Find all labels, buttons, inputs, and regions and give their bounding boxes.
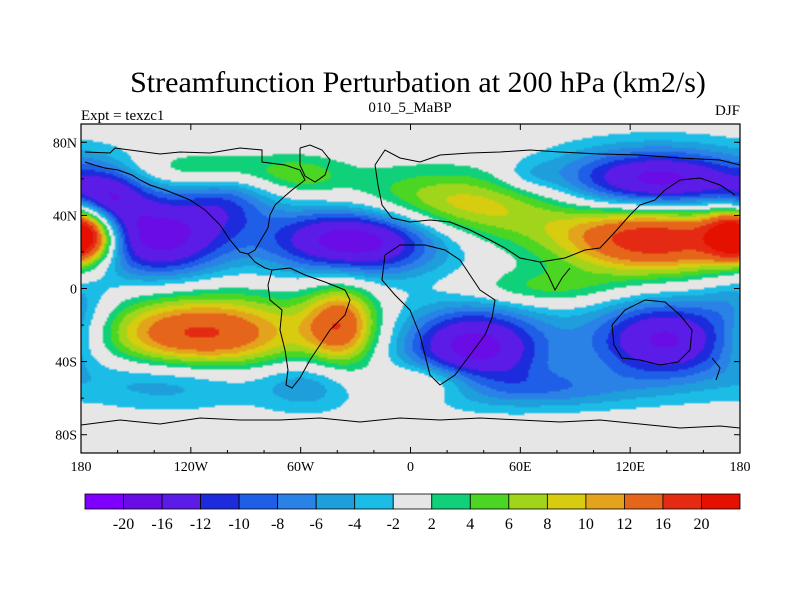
colorbar-tick-label: -16 xyxy=(151,516,172,533)
coastline-north-america xyxy=(84,147,306,255)
colorbar-swatch xyxy=(624,493,664,510)
coastline-india xyxy=(539,261,571,292)
left-label: Expt = texzc1 xyxy=(81,108,164,124)
streamfunction-field xyxy=(81,124,740,453)
coastline-south-america xyxy=(267,267,351,389)
coastline-central-america xyxy=(247,253,273,271)
colorbar-tick-label: 6 xyxy=(505,516,513,533)
colorbar-tick-label: -6 xyxy=(310,516,323,533)
y-tick-label: 40S xyxy=(55,356,77,371)
right-label: DJF xyxy=(715,103,740,119)
x-tick-label: 180 xyxy=(71,460,92,475)
colorbar-swatch xyxy=(546,493,587,510)
colorbar-swatch xyxy=(238,493,279,510)
colorbar-tick-label: 12 xyxy=(616,516,632,533)
colorbar-tick-label: -20 xyxy=(113,516,134,533)
colorbar-tick-label: 4 xyxy=(466,516,474,533)
colorbar-swatch xyxy=(277,493,317,510)
colorbar-tick-label: -12 xyxy=(190,516,211,533)
chart-title: Streamfunction Perturbation at 200 hPa (… xyxy=(130,66,706,99)
colorbar-tick-label: -4 xyxy=(348,516,361,533)
colorbar-tick-label: 10 xyxy=(578,516,594,533)
x-tick-label: 180 xyxy=(730,460,751,475)
colorbar: -20 -16 -12 -10 -8 -6 -4 -2 2 4 6 8 10 12 16 20 xyxy=(84,493,741,533)
colorbar-tick-label: -10 xyxy=(228,516,249,533)
colorbar-tick-label: 2 xyxy=(428,516,436,533)
colorbar-tick-label: 20 xyxy=(693,516,709,533)
colorbar-swatch xyxy=(315,493,356,510)
colorbar-swatch xyxy=(431,493,471,510)
colorbar-tick-label: -8 xyxy=(271,516,284,533)
colorbar-swatch xyxy=(585,493,625,510)
colorbar-swatch xyxy=(123,493,163,510)
x-tick-label: 0 xyxy=(407,460,414,475)
coastline-europe-asia xyxy=(374,149,740,263)
center-label: 010_5_MaBP xyxy=(368,100,451,116)
colorbar-swatch xyxy=(508,493,548,510)
colorbar-swatch xyxy=(469,493,510,510)
x-tick-label: 120W xyxy=(174,460,209,475)
x-tick-label: 120E xyxy=(615,460,645,475)
colorbar-tick-label: -2 xyxy=(387,516,400,533)
x-axis: 180 120W 60W 0 60E 120E 180 xyxy=(71,124,751,475)
y-tick-label: 40N xyxy=(53,209,77,224)
colorbar-swatch xyxy=(701,493,741,510)
coastline-australia xyxy=(611,299,693,366)
colorbar-swatch xyxy=(161,493,201,510)
x-tick-label: 60E xyxy=(509,460,532,475)
colorbar-tick-label: 8 xyxy=(543,516,551,533)
coastline-antarctica xyxy=(81,417,740,429)
x-tick-label: 60W xyxy=(287,460,315,475)
colorbar-tick-label: 16 xyxy=(655,516,671,533)
coastlines xyxy=(81,144,740,429)
coastline-greenland xyxy=(299,144,331,183)
coastline-africa xyxy=(381,244,496,386)
colorbar-swatch xyxy=(662,493,702,510)
colorbar-swatch xyxy=(354,493,394,510)
coastline-new-zealand xyxy=(711,357,721,381)
y-tick-label: 0 xyxy=(70,283,77,298)
y-tick-label: 80S xyxy=(55,429,77,444)
colorbar-swatch xyxy=(84,493,124,510)
y-tick-label: 80N xyxy=(53,136,77,151)
colorbar-swatch xyxy=(200,493,240,510)
y-axis: 80N 40N 0 40S 80S xyxy=(53,136,740,444)
colorbar-swatch xyxy=(392,493,433,510)
plot-area xyxy=(80,123,741,454)
